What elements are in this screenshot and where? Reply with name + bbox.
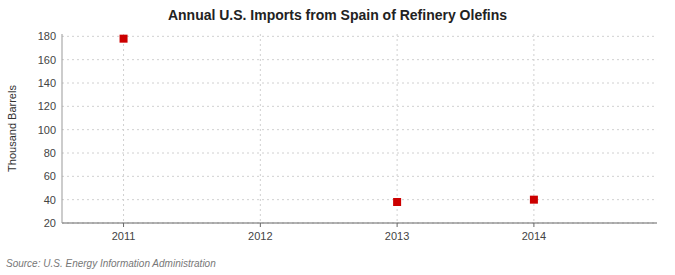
point — [530, 196, 538, 204]
y-grid-line — [62, 176, 657, 177]
y-tick-label: 40 — [44, 194, 56, 206]
x-axis-line — [62, 223, 657, 224]
chart-svg: Annual U.S. Imports from Spain of Refine… — [0, 0, 675, 275]
y-grid-line — [62, 153, 657, 154]
point — [120, 35, 128, 43]
x-tick-label: 2012 — [248, 230, 272, 242]
y-grid-line — [62, 36, 657, 37]
x-grid-line — [123, 34, 124, 223]
x-grid-line — [260, 34, 261, 223]
x-tick-mark — [260, 223, 261, 227]
point — [393, 198, 401, 206]
y-tick-label: 180 — [38, 30, 56, 42]
y-tick-label: 20 — [44, 217, 56, 229]
y-tick-label: 80 — [44, 147, 56, 159]
y-grid-line — [62, 83, 657, 84]
y-grid-line — [62, 59, 657, 60]
y-tick-label: 140 — [38, 77, 56, 89]
x-grid-line — [397, 34, 398, 223]
y-grid-line — [62, 106, 657, 107]
y-tick-label: 160 — [38, 54, 56, 66]
x-tick-mark — [533, 223, 534, 227]
y-tick-label: 60 — [44, 170, 56, 182]
axes: 20 40 60 80 100 120 140 160 180 2011 2012 2013 2014 — [38, 30, 657, 242]
chart-container: Annual U.S. Imports from Spain of Refine… — [0, 0, 675, 275]
y-tick-label: 120 — [38, 100, 56, 112]
y-grid-line — [62, 199, 657, 200]
x-tick-label: 2011 — [112, 230, 136, 242]
x-tick-mark — [123, 223, 124, 227]
y-grid-line — [62, 129, 657, 130]
source: Source: U.S. Energy Information Administ… — [6, 258, 216, 269]
x-tick-mark — [397, 223, 398, 227]
y-grid-line — [62, 223, 657, 224]
y-axis-line — [62, 34, 63, 223]
grid — [62, 34, 657, 223]
x-tick-label: 2014 — [522, 230, 546, 242]
x-tick-label: 2013 — [385, 230, 409, 242]
x-grid-line — [533, 34, 534, 223]
y-axis-label: Thousand Barrels — [6, 85, 18, 172]
title: Annual U.S. Imports from Spain of Refine… — [168, 7, 507, 23]
y-tick-label: 100 — [38, 124, 56, 136]
points — [120, 35, 538, 206]
